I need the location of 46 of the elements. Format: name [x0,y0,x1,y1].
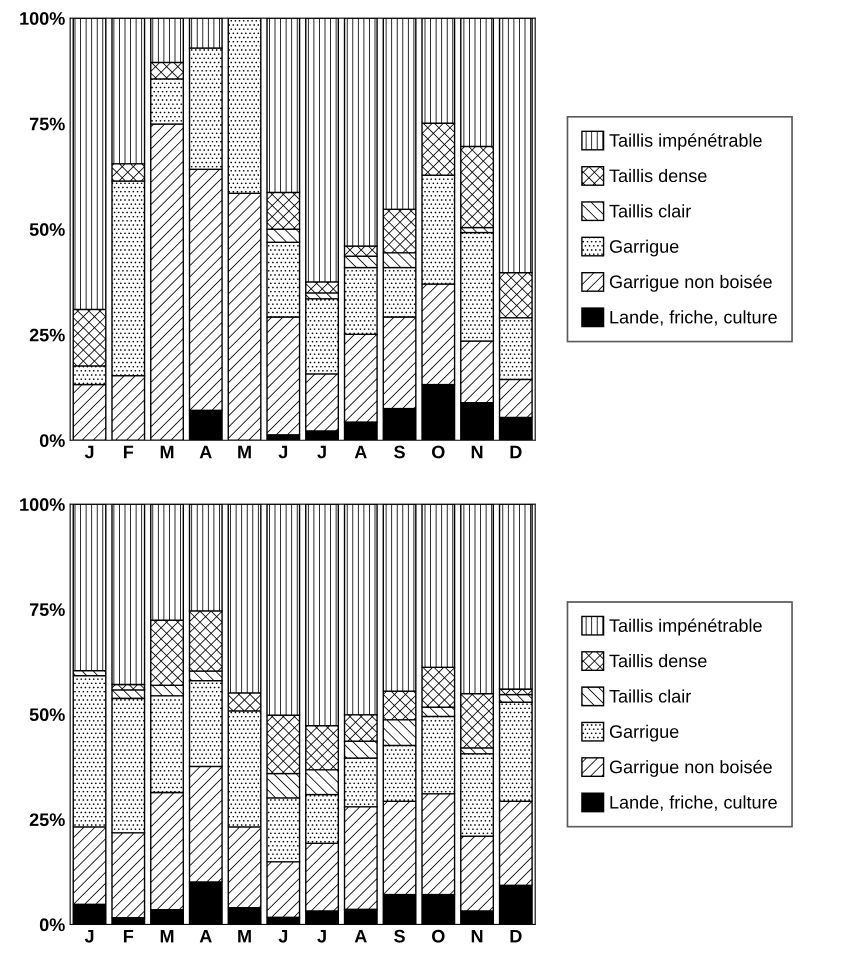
x-tick-label: J [84,446,94,458]
legend-label: Taillis clair [609,689,691,703]
y-tick-label: 0% [40,918,65,932]
x-tick-label: S [394,446,405,458]
y-tick-label: 0% [40,434,65,447]
x-tick-label: S [394,930,405,943]
x-tick-label: J [317,446,326,458]
x-tick-label: J [84,930,94,943]
x-tick-label: A [200,446,212,458]
x-tick-label: J [317,930,326,943]
x-tick-label: M [160,930,174,942]
x-tick-label: N [472,446,482,458]
y-tick-label: 50% [30,708,65,722]
legend-label: Taillis impénétrable [609,133,762,150]
y-tick-label: 100% [20,12,65,25]
y-tick-label: 75% [30,118,65,130]
x-tick-label: M [238,446,251,458]
x-tick-label: A [354,930,367,942]
legend-label: Garrigue non boisée [610,274,772,292]
legend-label: Taillis clair [609,204,691,218]
x-tick-label: D [510,930,522,942]
y-tick-label: 50% [30,223,65,236]
x-tick-label: M [160,446,174,458]
x-tick-label: D [510,446,522,458]
x-tick-label: F [124,930,134,942]
x-tick-label: O [432,930,445,943]
legend-label: Garrigue non boisée [610,760,772,777]
x-tick-label: A [354,446,367,458]
legend-label: Taillis dense [609,654,707,668]
legend-label: Garrigue [610,240,678,256]
y-tick-label: 100% [20,498,65,511]
x-tick-label: O [432,446,445,458]
x-tick-label: M [238,930,251,942]
legend-label: Lande, friche, culture [610,795,777,811]
y-tick-label: 25% [30,813,65,826]
legend-label: Garrigue [610,724,678,742]
x-tick-label: N [472,930,482,942]
legend-label: Taillis impénétrable [609,618,762,636]
x-tick-label: A [200,930,212,942]
y-tick-label: 75% [30,603,65,616]
legend-label: Lande, friche, culture [610,310,777,326]
x-tick-label: F [124,446,134,458]
x-tick-label: J [278,446,288,458]
x-tick-label: J [278,930,288,943]
y-tick-label: 25% [30,328,65,342]
legend-label: Taillis dense [609,168,707,182]
